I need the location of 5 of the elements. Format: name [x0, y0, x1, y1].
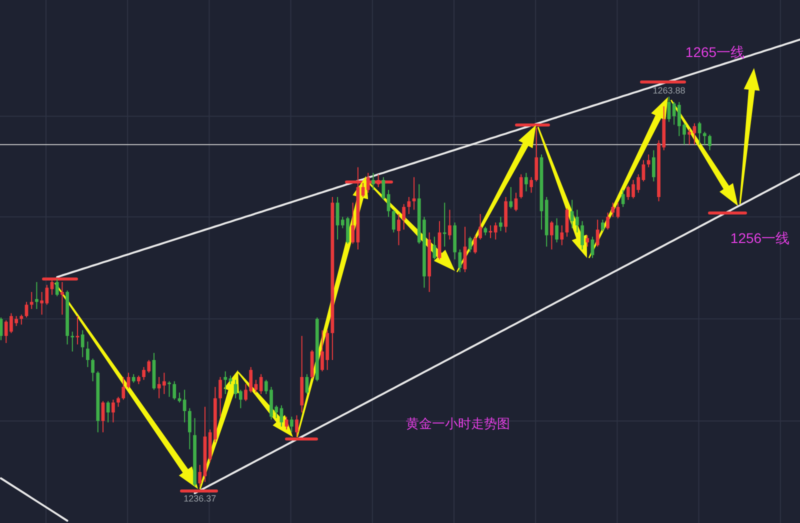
annotation: 1236.37: [184, 494, 216, 504]
annotation: 1265一线: [685, 44, 745, 60]
text: 黄金一小时走势图: [406, 416, 510, 431]
annotation: 1263.88: [652, 86, 686, 96]
annotation: 1256一线: [730, 230, 790, 246]
